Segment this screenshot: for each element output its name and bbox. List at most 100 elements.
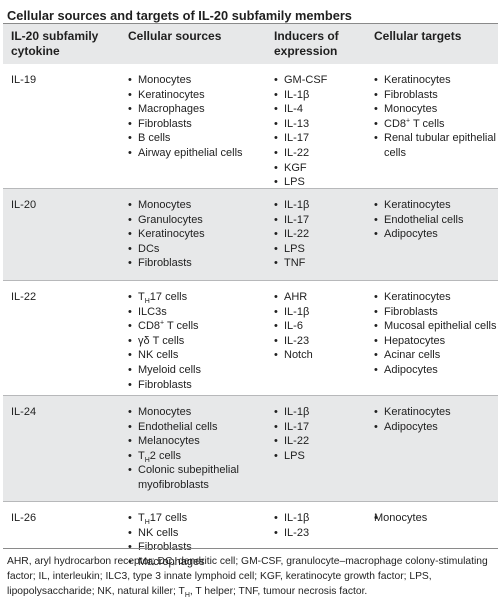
inducer-item: IL-1β xyxy=(274,511,370,526)
inducer-item: IL-23 xyxy=(274,334,370,349)
inducer-item: KGF xyxy=(274,161,370,176)
target-list: KeratinocytesFibroblastsMucosal epitheli… xyxy=(370,290,498,395)
target-item: Monocytes xyxy=(374,511,498,526)
source-item: TH17 cells xyxy=(128,290,270,305)
source-item: NK cells xyxy=(128,526,270,541)
target-item: Acinar cells xyxy=(374,348,498,363)
inducer-item: LPS xyxy=(274,175,370,190)
target-item: Renal tubular epithelial cells xyxy=(374,131,498,160)
target-item: Keratinocytes xyxy=(374,405,498,420)
source-item: Keratinocytes xyxy=(128,88,270,103)
cytokine-name: IL-19 xyxy=(11,74,37,86)
source-item: TH17 cells xyxy=(128,511,270,526)
footnote: AHR, aryl hydrocarbon receptor; DC, dend… xyxy=(3,548,498,599)
title-rule xyxy=(3,23,498,24)
inducer-item: IL-1β xyxy=(274,88,370,103)
source-item: Fibroblasts xyxy=(128,540,270,555)
table-body: IL-19MonocytesKeratinocytesMacrophagesFi… xyxy=(3,64,498,577)
table-row: IL-20MonocytesGranulocytesKeratinocytesD… xyxy=(3,188,498,280)
source-item: Macrophages xyxy=(128,555,270,570)
source-item: CD8+ T cells xyxy=(128,319,270,334)
cytokine-name: IL-22 xyxy=(11,291,37,303)
table-title: Cellular sources and targets of IL-20 su… xyxy=(7,8,352,23)
source-item: Myeloid cells xyxy=(128,363,270,378)
inducer-list: IL-1βIL-23 xyxy=(270,511,370,577)
target-list: KeratinocytesFibroblastsMonocytesCD8+ T … xyxy=(370,73,498,188)
inducer-list: GM-CSFIL-1βIL-4IL-13IL-17IL-22KGFLPS xyxy=(270,73,370,190)
data-table: IL-20 subfamily cytokine Cellular source… xyxy=(3,24,498,577)
inducer-item: IL-17 xyxy=(274,420,370,435)
target-list: Monocytes xyxy=(370,511,498,577)
inducer-item: IL-6 xyxy=(274,319,370,334)
cytokine-name: IL-26 xyxy=(11,512,37,524)
inducer-item: LPS xyxy=(274,449,370,464)
inducer-item: IL-23 xyxy=(274,526,370,541)
inducer-item: IL-13 xyxy=(274,117,370,132)
target-item: Fibroblasts xyxy=(374,88,498,103)
source-item: γδ T cells xyxy=(128,334,270,349)
table-row: IL-19 MonocytesKeratinocytesMacrophagesFi… xyxy=(3,64,498,190)
table-header: IL-20 subfamily cytokine Cellular source… xyxy=(3,24,498,64)
inducer-list: IL-1βIL-17IL-22LPSTNF xyxy=(270,198,370,280)
target-list: KeratinocytesEndothelial cellsAdipocytes xyxy=(370,198,498,280)
cytokine-name: IL-20 xyxy=(11,199,37,211)
source-item: Monocytes xyxy=(128,73,270,88)
table-row: IL-22 TH17 cellsILC3sCD8+ T cellsγδ T cel… xyxy=(3,280,498,395)
header-sources: Cellular sources xyxy=(128,29,222,43)
inducer-item: IL-17 xyxy=(274,131,370,146)
target-item: Endothelial cells xyxy=(374,213,498,228)
inducer-item: IL-1β xyxy=(274,405,370,420)
inducer-item: LPS xyxy=(274,242,370,257)
inducer-item: IL-1β xyxy=(274,305,370,320)
source-list: TH17 cellsILC3sCD8+ T cellsγδ T cellsNK … xyxy=(124,290,270,395)
target-item: Adipocytes xyxy=(374,227,498,242)
header-cytokine: IL-20 subfamily cytokine xyxy=(11,29,99,58)
table-row: IL-26 TH17 cellsNK cellsFibroblastsMacrop… xyxy=(3,501,498,577)
source-list: MonocytesGranulocytesKeratinocytesDCsFib… xyxy=(124,198,270,280)
inducer-item: IL-22 xyxy=(274,146,370,161)
source-item: ILC3s xyxy=(128,305,270,320)
source-list: MonocytesKeratinocytesMacrophagesFibrobl… xyxy=(124,73,270,188)
source-list: TH17 cellsNK cellsFibroblastsMacrophages xyxy=(124,511,270,577)
footnote-text: AHR, aryl hydrocarbon receptor; DC, dend… xyxy=(7,556,488,600)
inducer-item: GM-CSF xyxy=(274,73,370,88)
source-item: Fibroblasts xyxy=(128,117,270,132)
target-item: Adipocytes xyxy=(374,363,498,378)
inducer-item: IL-1β xyxy=(274,198,370,213)
target-item: Keratinocytes xyxy=(374,73,498,88)
source-item: Monocytes xyxy=(128,405,270,420)
target-item: Hepatocytes xyxy=(374,334,498,349)
inducer-item: IL-22 xyxy=(274,227,370,242)
source-item: NK cells xyxy=(128,348,270,363)
inducer-list: IL-1βIL-17IL-22LPS xyxy=(270,405,370,501)
target-item: Mucosal epithelial cells xyxy=(374,319,498,334)
inducer-item: AHR xyxy=(274,290,370,305)
source-item: Endothelial cells xyxy=(128,420,270,435)
inducer-item: TNF xyxy=(274,256,370,271)
inducer-item: IL-17 xyxy=(274,213,370,228)
table-row: IL-24 MonocytesEndothelial cellsMelanocyt… xyxy=(3,395,498,501)
inducer-item: IL-4 xyxy=(274,102,370,117)
cytokine-name: IL-24 xyxy=(11,406,37,418)
source-item: Fibroblasts xyxy=(128,378,270,393)
source-item: TH2 cells xyxy=(128,449,270,464)
target-item: Adipocytes xyxy=(374,420,498,435)
header-targets: Cellular targets xyxy=(374,29,462,43)
source-item: DCs xyxy=(128,242,270,257)
inducer-list: AHRIL-1βIL-6IL-23Notch xyxy=(270,290,370,395)
target-item: Monocytes xyxy=(374,102,498,117)
source-item: Monocytes xyxy=(128,198,270,213)
target-item: Keratinocytes xyxy=(374,290,498,305)
source-item: Granulocytes xyxy=(128,213,270,228)
source-item: Melanocytes xyxy=(128,434,270,449)
source-item: B cells xyxy=(128,131,270,146)
target-item: CD8+ T cells xyxy=(374,117,498,132)
target-item: Fibroblasts xyxy=(374,305,498,320)
source-item: Keratinocytes xyxy=(128,227,270,242)
target-item: Keratinocytes xyxy=(374,198,498,213)
header-inducers: Inducers of expression xyxy=(274,29,339,58)
inducer-item: IL-22 xyxy=(274,434,370,449)
target-list: KeratinocytesAdipocytes xyxy=(370,405,498,501)
source-item: Airway epithelial cells xyxy=(128,146,270,161)
